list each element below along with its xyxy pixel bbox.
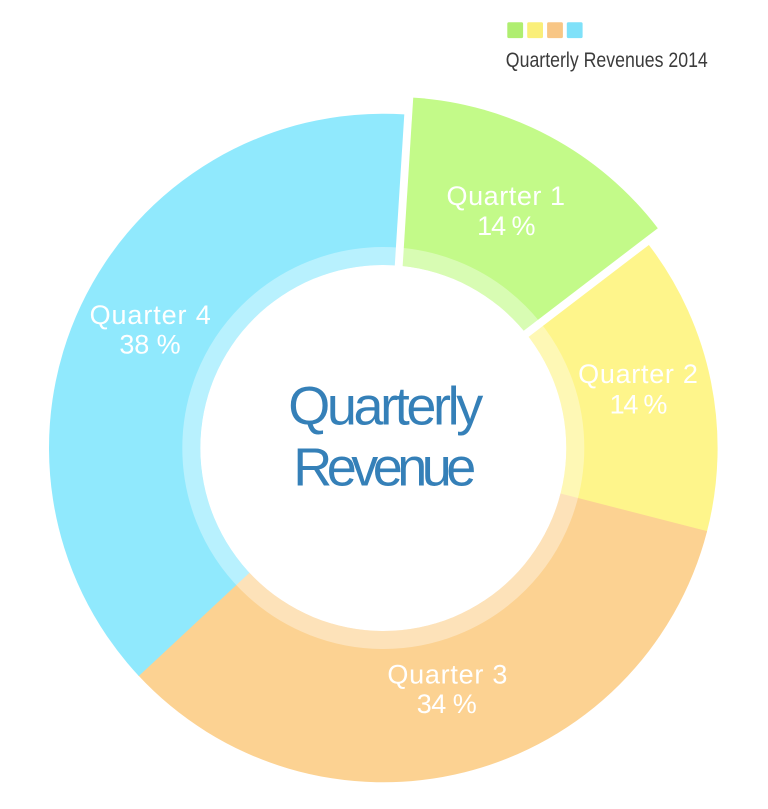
svg-text:Quarterly: Quarterly: [288, 377, 483, 437]
svg-text:Quarter 4: Quarter 4: [90, 300, 211, 330]
svg-text:14 %: 14 %: [610, 390, 668, 420]
svg-text:14 %: 14 %: [477, 211, 535, 241]
svg-text:34 %: 34 %: [417, 689, 477, 719]
svg-text:38 %: 38 %: [119, 330, 180, 360]
svg-text:Quarter 1: Quarter 1: [447, 181, 566, 211]
svg-text:Revenue: Revenue: [293, 438, 476, 498]
svg-text:Quarterly Revenues 2014: Quarterly Revenues 2014: [506, 48, 708, 72]
svg-text:Quarter 2: Quarter 2: [578, 359, 698, 389]
svg-text:Quarter 3: Quarter 3: [387, 659, 507, 689]
